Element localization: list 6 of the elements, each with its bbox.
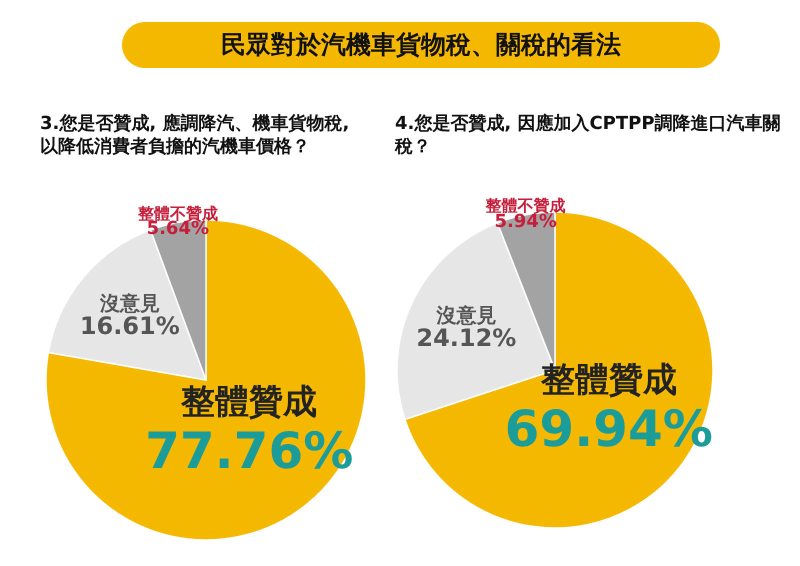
text: 民眾對於汽機車貨物稅、關稅的看法	[122, 22, 720, 68]
slice-label: 整體贊成	[540, 360, 678, 400]
data-label: 77.76%	[144, 422, 354, 480]
slice-label: 整體贊成	[180, 382, 318, 422]
chart-subtitle: 3.您是否贊成, 應調降汽、機車貨物稅, 以降低消費者負擔的汽機車價格？	[40, 112, 350, 159]
chart-subtitle: 4.您是否贊成, 因應加入CPTPP調降進口汽車關稅？	[395, 112, 782, 159]
